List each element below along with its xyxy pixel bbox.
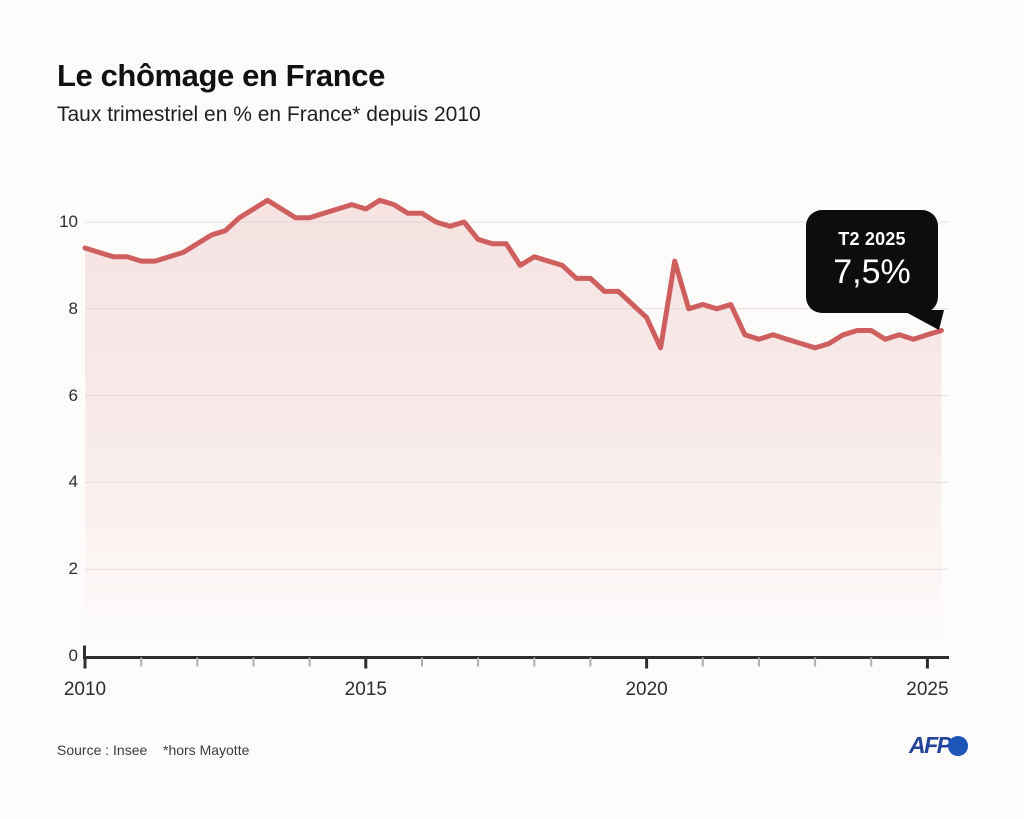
y-tick-label: 0 [68, 646, 78, 665]
callout-value-label: 7,5% [833, 253, 911, 291]
page-title: Le chômage en France [57, 58, 385, 93]
x-tick-label: 2025 [906, 679, 949, 700]
x-tick-label: 2020 [625, 679, 668, 700]
unemployment-line [82, 197, 944, 351]
x-tick-label: 2015 [344, 679, 387, 700]
area-fill [85, 200, 942, 657]
y-tick-label: 10 [59, 212, 78, 231]
page-subtitle: Taux trimestriel en % en France* depuis … [57, 103, 481, 126]
footnote-label: *hors Mayotte [163, 742, 250, 758]
y-tick-label: 6 [68, 385, 78, 405]
x-tick-label: 2010 [63, 679, 107, 700]
source-label: Source : Insee [57, 742, 148, 758]
y-tick-label: 4 [68, 472, 78, 492]
callout-period-label: T2 2025 [838, 229, 906, 249]
afp-logo: AFP [909, 731, 979, 761]
y-tick-label: 2 [68, 559, 78, 579]
data-callout: T2 2025 7,5% [806, 210, 944, 330]
afp-logo-circle-icon [948, 736, 968, 756]
y-tick-label: 8 [68, 298, 78, 318]
afp-logo-text: AFP [909, 732, 952, 758]
